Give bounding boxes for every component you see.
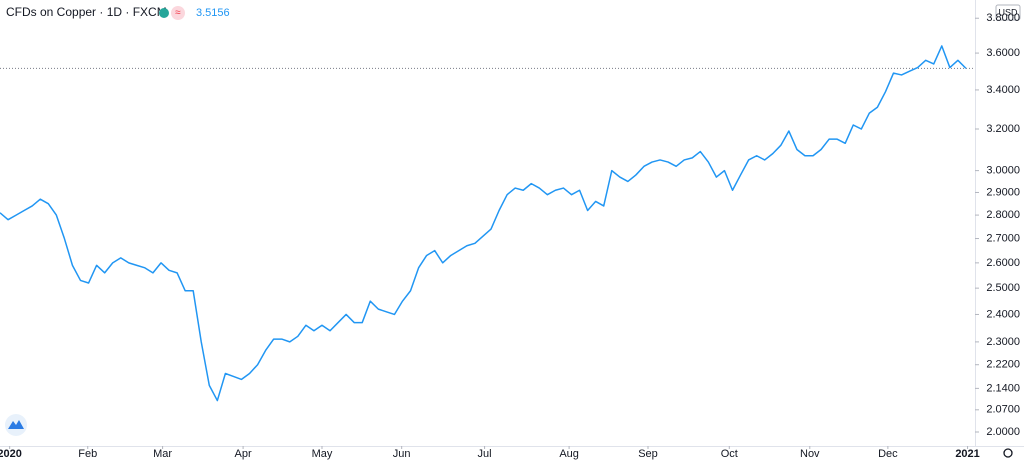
market-icon-glyph: ≈ xyxy=(175,8,181,19)
market-icon xyxy=(171,6,185,20)
last-value: 3.5156 xyxy=(196,7,230,19)
y-tick-label: 3.4000 xyxy=(986,84,1020,96)
x-tick-label: Jun xyxy=(393,448,411,460)
y-tick-label: 3.2000 xyxy=(986,123,1020,135)
y-tick-label: 2.8000 xyxy=(986,209,1020,221)
status-dot xyxy=(159,8,169,18)
x-tick-label: Aug xyxy=(559,448,579,460)
y-tick-label: 2.5000 xyxy=(986,282,1020,294)
x-tick-label: Mar xyxy=(153,448,172,460)
y-tick-label: 2.7000 xyxy=(986,232,1020,244)
x-tick-label: Oct xyxy=(721,448,738,460)
y-tick-label: 2.1400 xyxy=(986,382,1020,394)
x-tick-label: Feb xyxy=(78,448,97,460)
y-tick-label: 3.6000 xyxy=(986,47,1020,59)
y-tick-label: 2.9000 xyxy=(986,186,1020,198)
x-tick-label: 2020 xyxy=(0,448,22,460)
y-tick-label: 3.0000 xyxy=(986,165,1020,177)
x-tick-label: 2021 xyxy=(955,448,979,460)
y-tick-label: 3.8000 xyxy=(986,12,1020,24)
chart-title: CFDs on Copper · 1D · FXCM xyxy=(6,5,167,19)
y-tick-label: 2.2200 xyxy=(986,359,1020,371)
settings-icon[interactable] xyxy=(1003,448,1013,458)
y-tick-label: 2.0000 xyxy=(986,426,1020,438)
currency-box[interactable] xyxy=(995,4,1021,21)
x-tick-label: Dec xyxy=(878,448,898,460)
x-tick-label: Sep xyxy=(638,448,658,460)
y-tick-label: 2.6000 xyxy=(986,257,1020,269)
x-tick-label: Apr xyxy=(235,448,252,460)
y-tick-label: 2.0700 xyxy=(986,404,1020,416)
x-tick-label: Jul xyxy=(478,448,492,460)
logo-glyph xyxy=(8,420,24,429)
y-tick-label: 2.4000 xyxy=(986,308,1020,320)
price-line xyxy=(0,45,967,402)
x-tick-label: Nov xyxy=(800,448,820,460)
x-tick-label: May xyxy=(312,448,333,460)
y-tick-label: 2.3000 xyxy=(986,336,1020,348)
currency: USD xyxy=(998,7,1018,17)
